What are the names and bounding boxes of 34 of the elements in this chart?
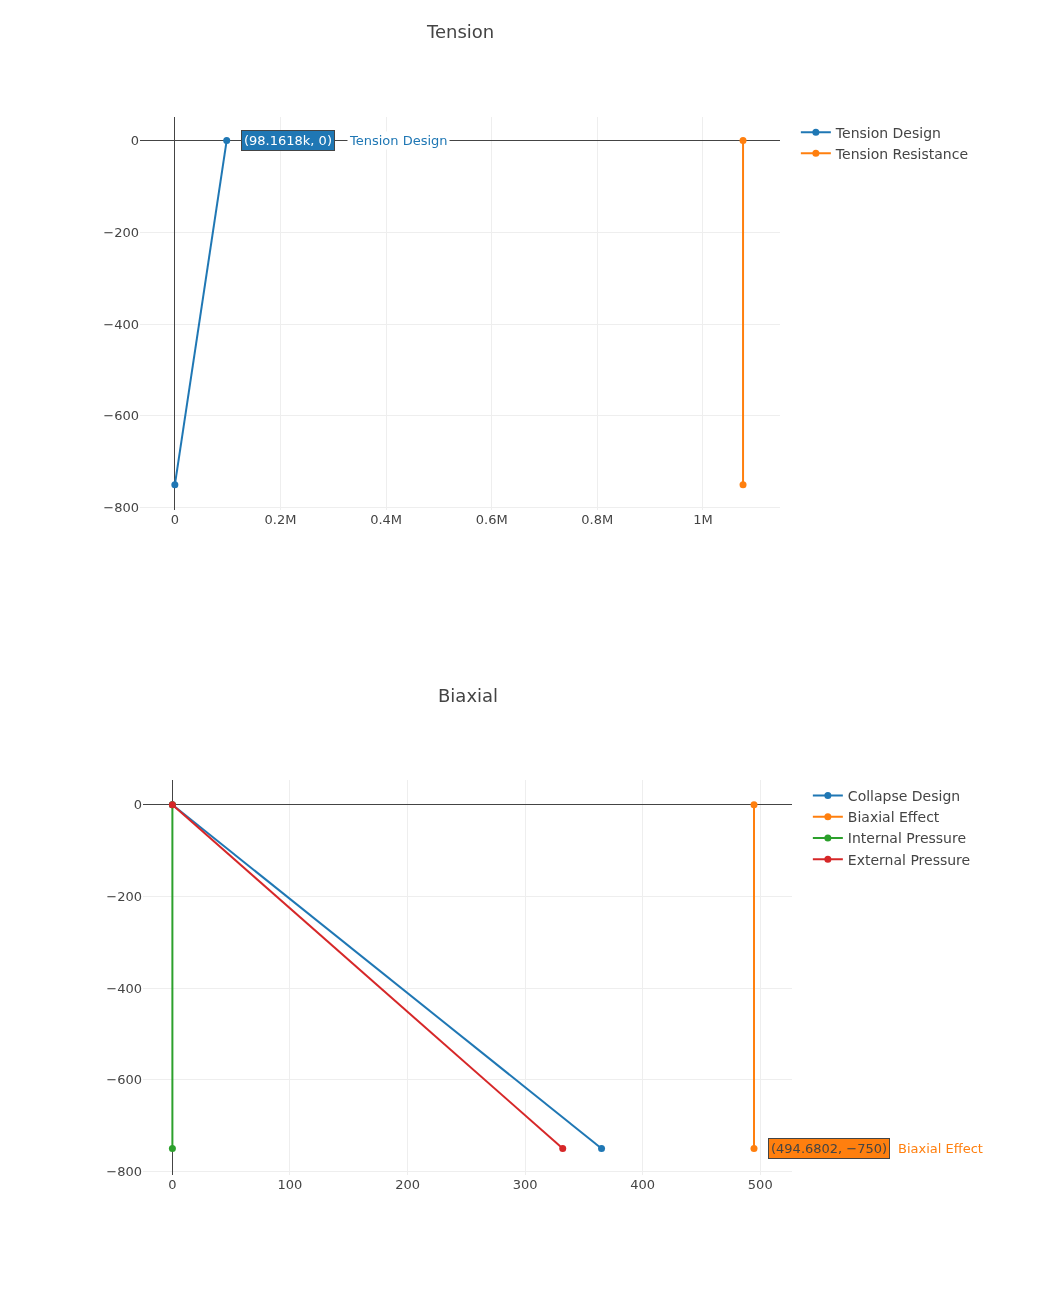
x-tick-label: 1M [693,512,713,528]
annotation: (98.1618k, 0) [244,133,332,148]
y-tick-label: −800 [103,500,139,516]
y-tick-label: −400 [103,316,139,332]
legend-label: External Pressure [847,851,971,868]
x-tick-label: 400 [630,1177,656,1193]
y-tick-label: −600 [106,1072,142,1088]
x-tick-label: 0 [170,512,179,528]
x-tick-label: 500 [747,1177,773,1193]
annotation: Tension Design [349,133,448,148]
y-tick-label: −200 [103,224,139,240]
x-tick-label: 100 [277,1177,303,1193]
legend-label: Tension Design [834,124,941,141]
y-tick-label: −600 [103,408,139,424]
x-tick-label: 200 [395,1177,420,1193]
legend-label: Tension Resistance [834,145,969,162]
y-tick-label: −800 [106,1163,142,1179]
y-tick-label: −200 [106,888,142,904]
legend-label: Collapse Design [847,788,961,805]
x-tick-label: 0.2M [264,512,297,528]
x-tick-label: 300 [512,1177,538,1193]
x-tick-label: 0.4M [370,512,403,528]
x-tick-label: 0 [168,1177,177,1193]
x-tick-label: 0.8M [581,512,614,528]
chart-title: Tension [426,21,495,42]
text: Biaxial Effect [898,1141,983,1156]
y-tick-label: 0 [133,797,142,813]
y-tick-label: −400 [106,980,142,996]
legend-label: Internal Pressure [847,830,967,847]
x-tick-label: 0.6M [475,512,508,528]
legend-label: Biaxial Effect [847,809,940,826]
annotation: (494.6802, −750) [771,1141,888,1156]
y-tick-label: 0 [130,132,139,148]
chart-title: Biaxial [438,685,499,706]
